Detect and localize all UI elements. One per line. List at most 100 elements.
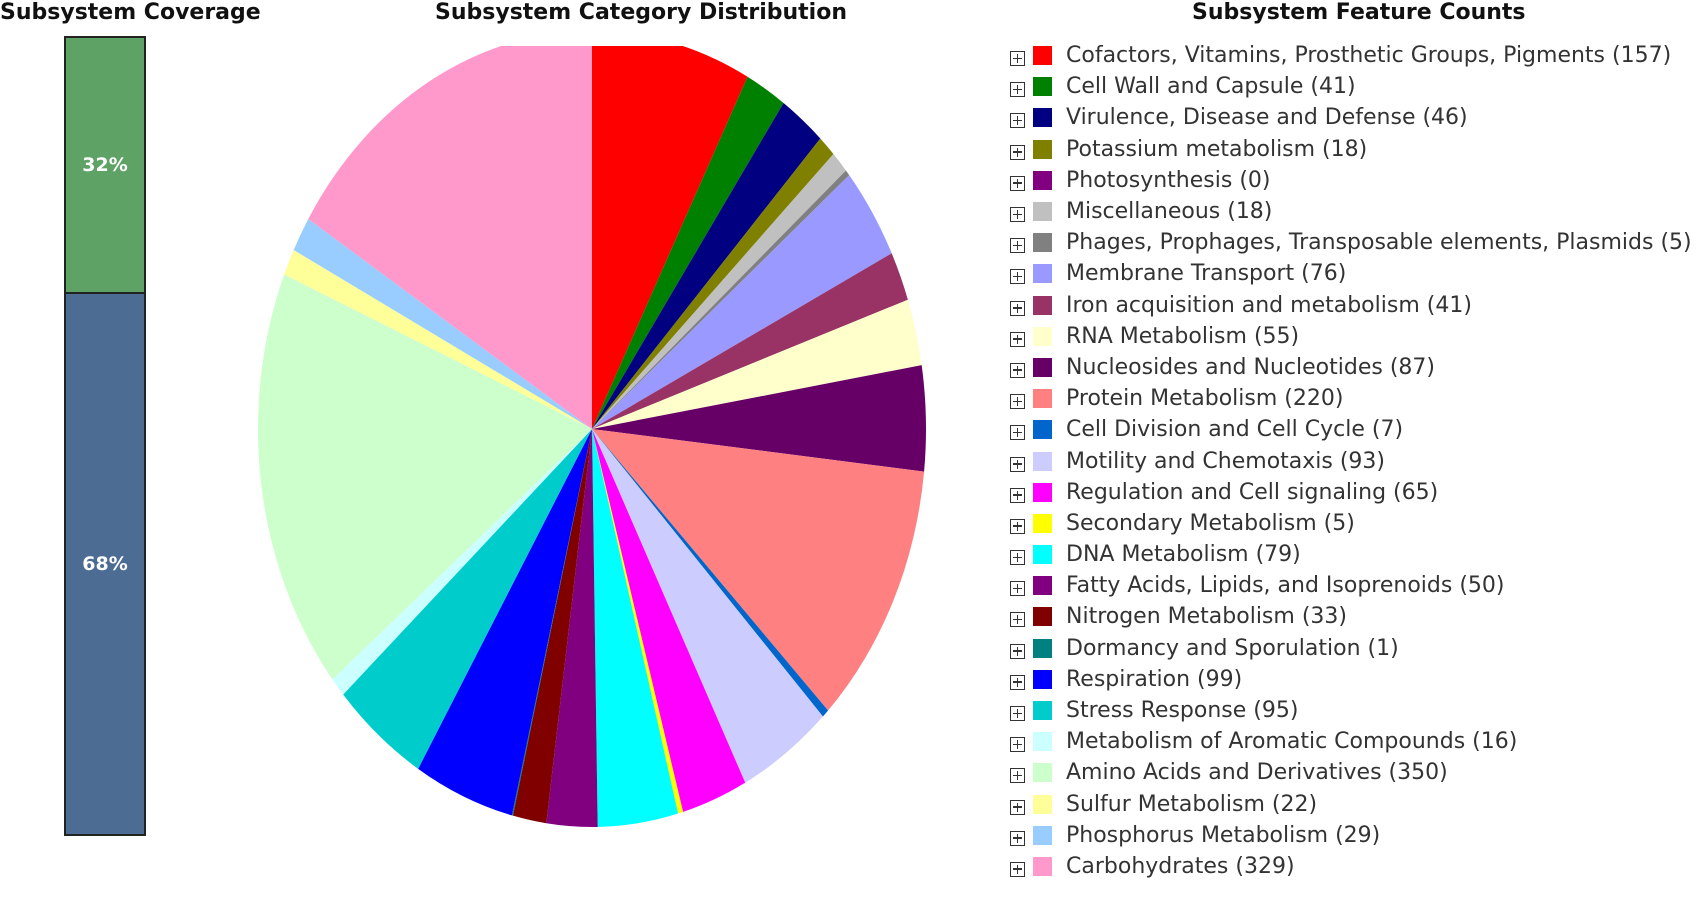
coverage-covered-segment[interactable]: 32% bbox=[66, 38, 144, 295]
pie-slice[interactable] bbox=[592, 46, 748, 429]
legend-color-swatch bbox=[1033, 389, 1052, 409]
expand-plus-icon[interactable] bbox=[1010, 362, 1025, 378]
legend-item[interactable]: Cell Division and Cell Cycle (7) bbox=[1010, 414, 1692, 445]
expand-plus-icon[interactable] bbox=[1010, 207, 1025, 223]
legend-item[interactable]: Regulation and Cell signaling (65) bbox=[1010, 477, 1692, 508]
legend-item[interactable]: DNA Metabolism (79) bbox=[1010, 539, 1692, 570]
pie-slice[interactable] bbox=[592, 429, 823, 783]
expand-plus-icon[interactable] bbox=[1010, 331, 1025, 347]
legend-item[interactable]: Respiration (99) bbox=[1010, 664, 1692, 695]
legend-item[interactable]: Iron acquisition and metabolism (41) bbox=[1010, 290, 1692, 321]
legend-label: Potassium metabolism (18) bbox=[1066, 136, 1368, 162]
expand-plus-icon[interactable] bbox=[1010, 113, 1025, 129]
legend-label: Respiration (99) bbox=[1066, 666, 1243, 692]
pie-slice[interactable] bbox=[343, 429, 592, 769]
expand-plus-icon[interactable] bbox=[1010, 456, 1025, 472]
expand-plus-icon[interactable] bbox=[1010, 175, 1025, 191]
pie-slice[interactable] bbox=[592, 365, 926, 472]
pie-slice[interactable] bbox=[258, 274, 592, 680]
legend-label: Phosphorus Metabolism (29) bbox=[1066, 822, 1381, 848]
legend-item[interactable]: Stress Response (95) bbox=[1010, 695, 1692, 726]
expand-plus-icon[interactable] bbox=[1010, 706, 1025, 722]
legend-label: Cell Wall and Capsule (41) bbox=[1066, 74, 1356, 100]
legend-item[interactable]: Metabolism of Aromatic Compounds (16) bbox=[1010, 726, 1692, 757]
expand-plus-icon[interactable] bbox=[1010, 768, 1025, 784]
expand-plus-icon[interactable] bbox=[1010, 487, 1025, 503]
legend-item[interactable]: Fatty Acids, Lipids, and Isoprenoids (50… bbox=[1010, 570, 1692, 601]
expand-plus-icon[interactable] bbox=[1010, 425, 1025, 441]
expand-plus-icon[interactable] bbox=[1010, 269, 1025, 285]
expand-plus-icon[interactable] bbox=[1010, 612, 1025, 628]
legend-label: Nitrogen Metabolism (33) bbox=[1066, 604, 1347, 630]
legend-item[interactable]: Secondary Metabolism (5) bbox=[1010, 508, 1692, 539]
legend-item[interactable]: Nitrogen Metabolism (33) bbox=[1010, 601, 1692, 632]
legend-item[interactable]: Photosynthesis (0) bbox=[1010, 165, 1692, 196]
legend-item[interactable]: Carbohydrates (329) bbox=[1010, 851, 1692, 882]
pie-slice[interactable] bbox=[332, 429, 592, 695]
pie-slice[interactable] bbox=[592, 102, 821, 429]
expand-plus-icon[interactable] bbox=[1010, 51, 1025, 67]
pie-slice[interactable] bbox=[592, 175, 892, 429]
expand-plus-icon[interactable] bbox=[1010, 144, 1025, 160]
legend-item[interactable]: Dormancy and Sporulation (1) bbox=[1010, 633, 1692, 664]
legend-label: Regulation and Cell signaling (65) bbox=[1066, 479, 1439, 505]
legend-item[interactable]: RNA Metabolism (55) bbox=[1010, 321, 1692, 352]
legend-item[interactable]: Motility and Chemotaxis (93) bbox=[1010, 445, 1692, 476]
pie-slice[interactable] bbox=[546, 429, 598, 827]
pie-slice[interactable] bbox=[592, 299, 922, 429]
expand-plus-icon[interactable] bbox=[1010, 737, 1025, 753]
pie-slice[interactable] bbox=[512, 429, 592, 824]
legend-label: Protein Metabolism (220) bbox=[1066, 386, 1344, 412]
legend-item[interactable]: Cell Wall and Capsule (41) bbox=[1010, 71, 1692, 102]
pie-slice[interactable] bbox=[592, 429, 679, 827]
pie-slice[interactable] bbox=[592, 170, 850, 429]
legend-item[interactable]: Cofactors, Vitamins, Prosthetic Groups, … bbox=[1010, 40, 1692, 71]
legend-item[interactable]: Phosphorus Metabolism (29) bbox=[1010, 820, 1692, 851]
pie-slice[interactable] bbox=[592, 253, 908, 429]
expand-plus-icon[interactable] bbox=[1010, 518, 1025, 534]
pie-slice[interactable] bbox=[592, 429, 746, 812]
legend-label: Stress Response (95) bbox=[1066, 698, 1299, 724]
pie-slice[interactable] bbox=[511, 429, 592, 816]
legend-item[interactable]: Protein Metabolism (220) bbox=[1010, 383, 1692, 414]
legend-item[interactable]: Potassium metabolism (18) bbox=[1010, 134, 1692, 165]
pie-slice[interactable] bbox=[592, 429, 925, 711]
legend-color-swatch bbox=[1033, 763, 1052, 783]
expand-plus-icon[interactable] bbox=[1010, 550, 1025, 566]
expand-plus-icon[interactable] bbox=[1010, 674, 1025, 690]
pie-slice[interactable] bbox=[284, 249, 592, 429]
legend-color-swatch bbox=[1033, 233, 1052, 253]
pie-slice[interactable] bbox=[293, 218, 592, 429]
expand-plus-icon[interactable] bbox=[1010, 300, 1025, 316]
expand-plus-icon[interactable] bbox=[1010, 799, 1025, 815]
legend-color-swatch bbox=[1033, 326, 1052, 346]
expand-plus-icon[interactable] bbox=[1010, 861, 1025, 877]
legend-item[interactable]: Virulence, Disease and Defense (46) bbox=[1010, 102, 1692, 133]
pie-slice[interactable] bbox=[308, 46, 592, 429]
expand-plus-icon[interactable] bbox=[1010, 581, 1025, 597]
expand-plus-icon[interactable] bbox=[1010, 82, 1025, 98]
expand-plus-icon[interactable] bbox=[1010, 643, 1025, 659]
legend-color-swatch bbox=[1033, 482, 1052, 502]
pie-slice[interactable] bbox=[592, 154, 846, 430]
legend-label: Membrane Transport (76) bbox=[1066, 261, 1347, 287]
legend-item[interactable]: Amino Acids and Derivatives (350) bbox=[1010, 757, 1692, 788]
legend-color-swatch bbox=[1033, 77, 1052, 97]
legend-label: Phages, Prophages, Transposable elements… bbox=[1066, 230, 1692, 256]
legend-item[interactable]: Miscellaneous (18) bbox=[1010, 196, 1692, 227]
pie-slice[interactable] bbox=[592, 429, 684, 814]
coverage-uncovered-segment[interactable]: 68% bbox=[66, 294, 144, 834]
legend-item[interactable]: Phages, Prophages, Transposable elements… bbox=[1010, 227, 1692, 258]
legend-item[interactable]: Nucleosides and Nucleotides (87) bbox=[1010, 352, 1692, 383]
pie-slice[interactable] bbox=[592, 429, 829, 717]
expand-plus-icon[interactable] bbox=[1010, 394, 1025, 410]
pie-slice[interactable] bbox=[592, 138, 834, 430]
expand-plus-icon[interactable] bbox=[1010, 238, 1025, 254]
legend-item[interactable]: Sulfur Metabolism (22) bbox=[1010, 789, 1692, 820]
pie-slice[interactable] bbox=[418, 429, 592, 816]
legend-item[interactable]: Membrane Transport (76) bbox=[1010, 258, 1692, 289]
pie-slice[interactable] bbox=[592, 76, 784, 429]
legend-color-swatch bbox=[1033, 451, 1052, 471]
expand-plus-icon[interactable] bbox=[1010, 830, 1025, 846]
legend-label: RNA Metabolism (55) bbox=[1066, 323, 1300, 349]
